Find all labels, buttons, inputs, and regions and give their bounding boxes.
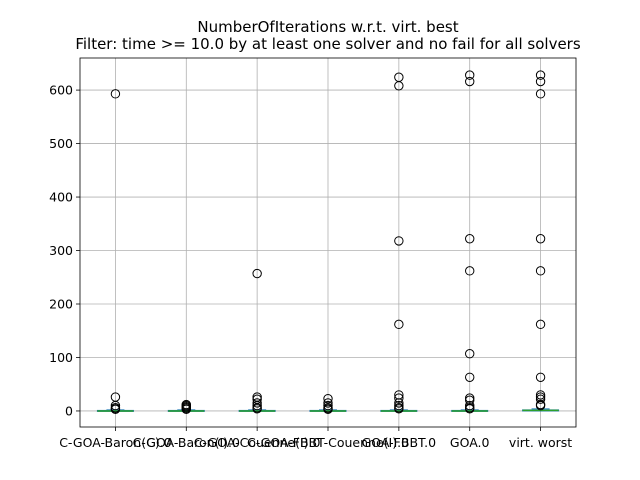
outlier-point <box>535 319 546 330</box>
outlier-point <box>252 268 262 279</box>
outlier-point <box>535 76 546 87</box>
outlier-point <box>110 89 121 99</box>
outlier-point <box>110 400 121 411</box>
outlier-point <box>394 400 404 411</box>
outlier-point <box>465 393 475 403</box>
grid-layer <box>80 58 576 427</box>
y-tick-label: 200 <box>49 297 73 312</box>
outlier-point <box>535 89 546 99</box>
outlier-point <box>535 400 546 411</box>
outlier-point <box>465 76 475 87</box>
box-group <box>380 72 418 414</box>
box-group <box>167 399 205 415</box>
y-tick-label: 300 <box>49 243 73 258</box>
outlier-point <box>110 404 121 415</box>
y-tick-label: 400 <box>49 190 73 205</box>
outlier-point <box>535 390 546 400</box>
outlier-point <box>465 234 475 244</box>
outlier-point <box>535 266 546 276</box>
outlier-point <box>465 372 475 382</box>
outlier-point <box>323 400 333 411</box>
outlier-point <box>252 404 262 414</box>
outlier-point <box>252 400 262 411</box>
y-tick-label: 600 <box>49 83 73 98</box>
x-tick-label: virt. worst <box>509 435 572 450</box>
x-tick-label: GOA-FBBT.0 <box>362 435 437 450</box>
x-tick-label: C-GOA-Baron(I).0 <box>133 435 240 450</box>
outlier-point <box>394 236 404 246</box>
chart-title: NumberOfIterations w.r.t. virt. best <box>197 18 458 36</box>
chart-subtitle: Filter: time >= 10.0 by at least one sol… <box>75 35 581 53</box>
outlier-point <box>252 398 262 408</box>
outlier-point <box>535 372 546 382</box>
outlier-point <box>181 404 191 415</box>
y-tick-label: 500 <box>49 136 73 151</box>
tick-layer: 0100200300400500600C-GOA-Baron(C).0C-GOA… <box>49 83 572 450</box>
box-group <box>522 70 560 412</box>
box-group <box>238 268 276 414</box>
outlier-point <box>465 70 475 80</box>
outlier-point <box>394 319 404 330</box>
outlier-point <box>323 393 333 404</box>
box-group <box>451 70 489 414</box>
outlier-point <box>465 266 475 276</box>
outlier-point <box>394 398 404 408</box>
outlier-point <box>535 234 546 244</box>
outlier-point <box>535 70 546 80</box>
x-tick-label: C-GOA-FBBT-Couenne(I).0 <box>247 435 409 450</box>
plot-layer <box>96 70 560 415</box>
y-tick-label: 100 <box>49 350 73 365</box>
outlier-point <box>465 349 475 359</box>
outlier-point <box>465 404 475 414</box>
outlier-point <box>535 394 546 404</box>
outlier-point <box>323 404 333 415</box>
outlier-point <box>394 81 404 91</box>
box-group <box>309 393 347 415</box>
box-group <box>96 89 134 415</box>
outlier-point <box>394 404 404 414</box>
y-tick-label: 0 <box>65 403 73 418</box>
outlier-point <box>394 393 404 403</box>
x-tick-label: GOA.0 <box>450 435 490 450</box>
x-tick-label: C-GOA-Baron(C).0 <box>59 435 171 450</box>
outlier-point <box>465 400 475 411</box>
x-tick-label: C-GOA-Couenne(I).0 <box>194 435 321 450</box>
outlier-point <box>323 398 333 408</box>
